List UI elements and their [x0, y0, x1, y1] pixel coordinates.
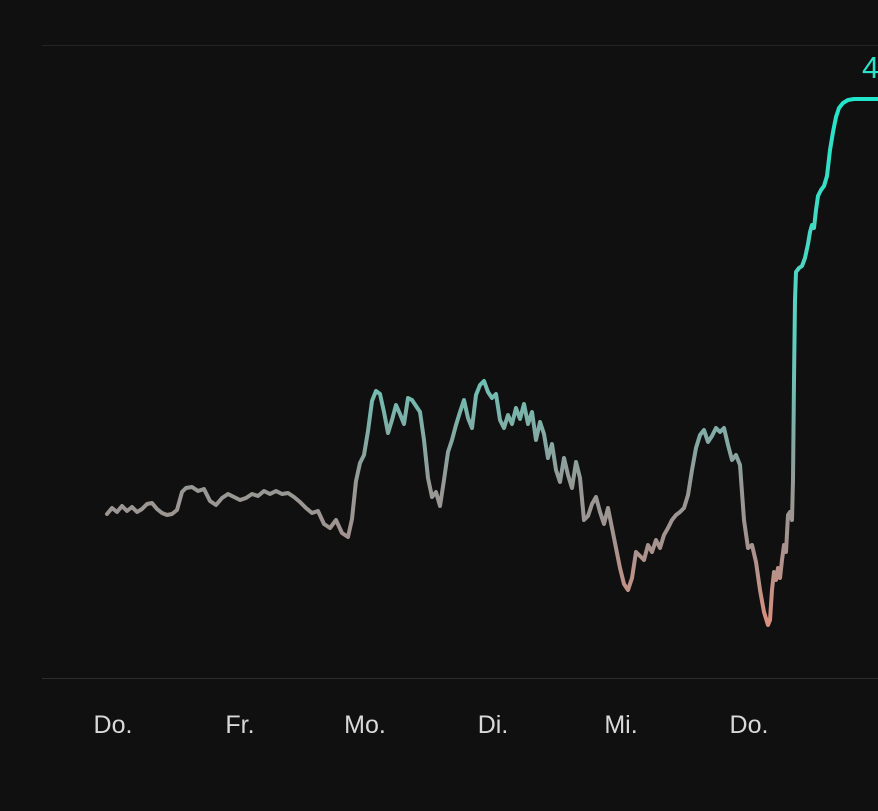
x-tick-label: Di.: [477, 711, 509, 739]
x-tick-label: Mi.: [604, 711, 638, 739]
price-label: 4: [862, 50, 878, 85]
x-tick-label: Do.: [93, 711, 133, 739]
x-axis-line: [42, 678, 878, 679]
x-axis-labels: Do. Fr. Mo. Di. Mi. Do.: [0, 708, 878, 748]
top-divider: [42, 45, 878, 46]
x-tick-label: Do.: [729, 711, 769, 739]
x-tick-label: Mo.: [344, 711, 386, 739]
price-line: [105, 97, 878, 627]
x-tick-label: Fr.: [225, 711, 255, 739]
